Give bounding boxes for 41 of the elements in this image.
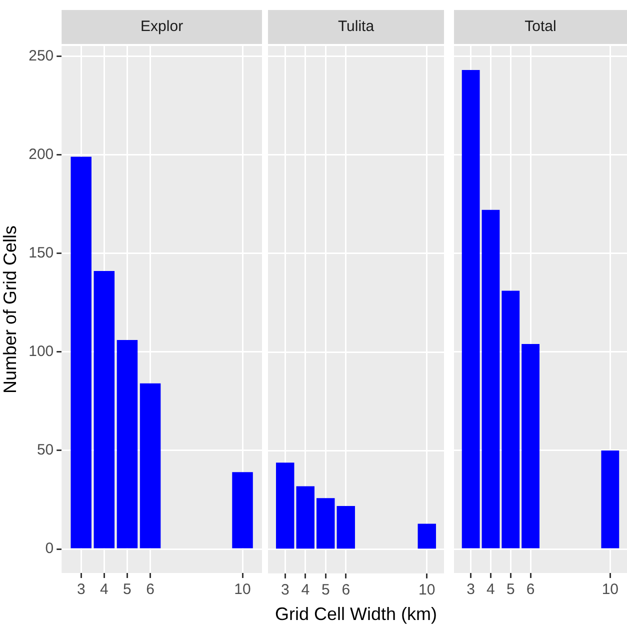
x-tick-label: 10: [602, 581, 619, 598]
bar: [70, 156, 92, 548]
x-tick-label: 6: [526, 581, 535, 598]
y-tick-label: 150: [28, 244, 54, 262]
x-tick-label: 4: [100, 581, 108, 598]
x-axis-title: Grid Cell Width (km): [274, 604, 438, 624]
x-tick-label: 4: [486, 581, 495, 598]
bar: [418, 524, 436, 549]
bar: [482, 210, 500, 548]
x-tick-label: 3: [466, 581, 475, 598]
x-tick-label: 4: [301, 582, 310, 599]
bar: [140, 383, 161, 548]
chart-title: Tulita: [338, 18, 375, 36]
bar: [116, 340, 138, 548]
y-axis-title: Number of Grid Cells: [0, 225, 20, 394]
y-tick-label: 200: [28, 146, 54, 163]
bar: [276, 462, 294, 549]
y-tick-label: 0: [45, 540, 54, 558]
x-tick-label: 5: [506, 581, 515, 598]
bar: [522, 344, 540, 548]
bar: [462, 70, 480, 548]
bar: [316, 498, 335, 549]
bar: [232, 472, 253, 548]
x-tick-label: 3: [76, 581, 86, 598]
x-tick-label: 5: [123, 581, 132, 598]
y-tick-label: 250: [28, 47, 54, 64]
x-tick-label: 3: [280, 582, 290, 599]
bar: [336, 506, 355, 549]
bar: [502, 290, 520, 548]
bar: [296, 486, 314, 549]
chart-title: Total: [524, 18, 556, 36]
x-tick-label: 10: [234, 581, 251, 598]
chart-title: Explor: [140, 18, 184, 36]
x-tick-label: 10: [418, 582, 436, 599]
x-tick-label: 6: [146, 581, 154, 598]
x-tick-label: 5: [321, 582, 330, 599]
bar: [94, 271, 115, 548]
x-tick-label: 6: [342, 582, 350, 599]
y-tick-label: 100: [28, 343, 54, 360]
bar: [601, 450, 620, 548]
y-tick-label: 50: [36, 442, 54, 459]
